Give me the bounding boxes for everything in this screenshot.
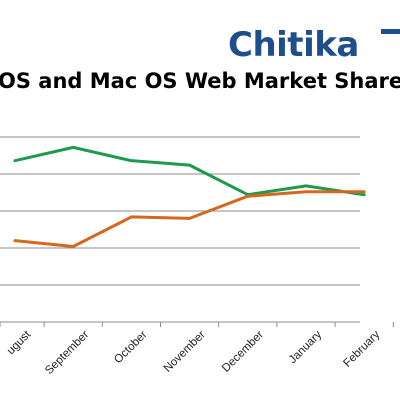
chitika-logo-accent [381, 29, 400, 34]
x-tick-label: February [341, 329, 382, 370]
series-lines [13, 145, 366, 249]
x-tick-label: November [162, 329, 208, 375]
x-tick-label: December [220, 329, 266, 375]
chart-title: OS and Mac OS Web Market Share [0, 69, 400, 93]
x-tick-labels: ugust September October November December Jan… [5, 328, 383, 377]
x-tick-label: ugust [5, 328, 34, 357]
x-tick-label: September [43, 329, 91, 377]
axes [0, 321, 394, 327]
series-line-1 [13, 145, 366, 197]
x-tick-label: January [287, 329, 325, 367]
x-tick-label: October [112, 329, 150, 367]
chitika-logo: Chitika [228, 25, 359, 65]
series-line-2 [13, 190, 366, 249]
gridlines [0, 136, 360, 286]
